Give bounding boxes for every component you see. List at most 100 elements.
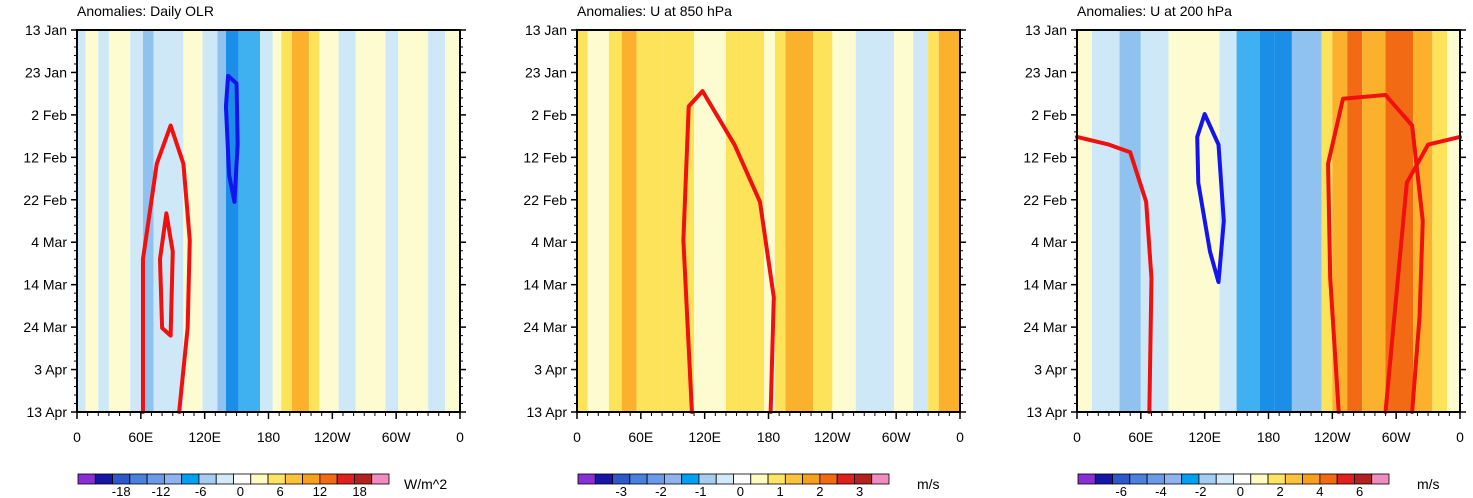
x-tick-label: 0 bbox=[73, 429, 81, 445]
colorbar-swatch bbox=[854, 473, 873, 485]
heatmap-column bbox=[291, 30, 309, 412]
heatmap-column bbox=[217, 30, 226, 412]
red-contour bbox=[681, 89, 776, 414]
colorbar-swatch bbox=[1146, 473, 1165, 485]
colorbar-swatch bbox=[629, 473, 648, 485]
colorbar-swatch bbox=[1233, 473, 1252, 485]
colorbar-swatch bbox=[612, 473, 631, 485]
heatmap-column bbox=[272, 30, 282, 412]
heatmap-column bbox=[338, 30, 356, 412]
x-tick-label: 60E bbox=[1128, 429, 1153, 445]
chart-panel-2: Anomalies: U at 850 hPa 13 Jan 23 Jan 2 Feb… bbox=[523, 3, 966, 498]
heatmap-column bbox=[832, 30, 856, 412]
y-tick-label: 22 Feb bbox=[23, 192, 67, 208]
colorbar-label: 1 bbox=[777, 484, 784, 498]
x-tick-label: 0 bbox=[956, 429, 964, 445]
red-contour bbox=[1326, 92, 1425, 414]
heatmap-column bbox=[385, 30, 399, 412]
y-tick-label: 24 Mar bbox=[23, 319, 67, 335]
colorbar-swatch bbox=[663, 473, 683, 485]
colorbar-swatch bbox=[1077, 473, 1096, 485]
colorbar-label: 12 bbox=[313, 484, 327, 498]
y-tick-label: 4 Mar bbox=[31, 234, 67, 250]
y-tick-label: 12 Feb bbox=[23, 149, 67, 165]
colorbar-swatch bbox=[1129, 473, 1148, 485]
x-tick-label: 60W bbox=[382, 429, 412, 445]
heatmap-column bbox=[938, 30, 960, 412]
colorbar-swatch bbox=[1198, 473, 1217, 485]
heatmap-column bbox=[1447, 30, 1460, 412]
heatmap-column bbox=[1091, 30, 1120, 412]
colorbar-label: 4 bbox=[1316, 484, 1323, 498]
colorbar-swatch bbox=[77, 473, 96, 485]
y-tick-label: 13 Apr bbox=[1027, 404, 1068, 420]
colorbar-units: m/s bbox=[917, 476, 940, 492]
red-contour bbox=[1075, 134, 1154, 414]
panel-title: Anomalies: U at 200 hPa bbox=[1077, 3, 1232, 19]
y-tick-label: 14 Mar bbox=[23, 277, 67, 293]
heatmap-column bbox=[355, 30, 386, 412]
colorbar-label: 18 bbox=[352, 484, 366, 498]
x-tick-label: 180 bbox=[757, 429, 781, 445]
colorbar-swatch bbox=[146, 473, 165, 485]
y-tick-label: 23 Jan bbox=[1025, 64, 1067, 80]
colorbar-swatch bbox=[94, 473, 113, 485]
colorbar-swatch bbox=[354, 473, 373, 485]
blue-contour bbox=[1195, 112, 1226, 285]
colorbar-swatch bbox=[750, 473, 769, 485]
heatmap-column bbox=[913, 30, 929, 412]
colorbar-label: -4 bbox=[1155, 484, 1167, 498]
heatmap-column bbox=[1119, 30, 1141, 412]
x-tick-label: 0 bbox=[1456, 429, 1464, 445]
colorbar-swatch bbox=[198, 473, 217, 485]
heatmap-column bbox=[98, 30, 109, 412]
x-tick-label: 60W bbox=[1382, 429, 1412, 445]
colorbar-swatch bbox=[129, 473, 148, 485]
heatmap-column bbox=[319, 30, 339, 412]
heatmap-column bbox=[785, 30, 814, 412]
colorbar-label: -18 bbox=[112, 484, 131, 498]
chart-panel-3: Anomalies: U at 200 hPa 13 Jan 23 Jan 2 Feb… bbox=[1023, 3, 1466, 498]
colorbar-swatch bbox=[1181, 473, 1200, 485]
x-tick-label: 120W bbox=[314, 429, 351, 445]
colorbar-swatch bbox=[871, 473, 890, 485]
colorbar-swatch bbox=[1354, 473, 1373, 485]
heatmap-column bbox=[428, 30, 446, 412]
x-tick-label: 180 bbox=[1257, 429, 1281, 445]
heatmap-column bbox=[202, 30, 218, 412]
heatmap-column bbox=[813, 30, 833, 412]
y-tick-label: 12 Feb bbox=[523, 149, 567, 165]
y-tick-label: 13 Jan bbox=[1025, 22, 1067, 38]
panel-title: Anomalies: Daily OLR bbox=[77, 3, 214, 19]
heatmap-column bbox=[130, 30, 143, 412]
heatmap-column bbox=[587, 30, 609, 412]
colorbar-label: 6 bbox=[277, 484, 284, 498]
red-contour bbox=[157, 211, 175, 338]
colorbar-swatch bbox=[233, 473, 252, 485]
colorbar-swatch bbox=[284, 473, 304, 485]
heatmap-column bbox=[1219, 30, 1237, 412]
colorbar-swatch bbox=[681, 473, 700, 485]
chart-panel-1: Anomalies: Daily OLR 13 Jan 23 Jan 2 Feb 12 … bbox=[23, 3, 466, 498]
heatmap-column bbox=[764, 30, 775, 412]
heatmap-column bbox=[894, 30, 914, 412]
colorbar-swatch bbox=[1371, 473, 1390, 485]
x-tick-label: 120W bbox=[1314, 429, 1351, 445]
colorbar-swatch bbox=[767, 473, 786, 485]
colorbar-swatch bbox=[836, 473, 855, 485]
y-tick-label: 12 Feb bbox=[1023, 149, 1067, 165]
colorbar-swatch bbox=[1319, 473, 1338, 485]
y-tick-label: 4 Mar bbox=[1031, 234, 1067, 250]
heatmap-column bbox=[1362, 30, 1386, 412]
heatmap-column bbox=[108, 30, 131, 412]
x-tick-label: 60E bbox=[128, 429, 153, 445]
heatmap-column bbox=[77, 30, 86, 412]
colorbar-label: -2 bbox=[1195, 484, 1207, 498]
colorbar-label: -6 bbox=[195, 484, 207, 498]
colorbar-label: 2 bbox=[1277, 484, 1284, 498]
colorbar-label: 6 bbox=[1356, 484, 1363, 498]
y-tick-label: 23 Jan bbox=[25, 64, 67, 80]
colorbar-swatch bbox=[267, 473, 286, 485]
x-tick-label: 0 bbox=[456, 429, 464, 445]
